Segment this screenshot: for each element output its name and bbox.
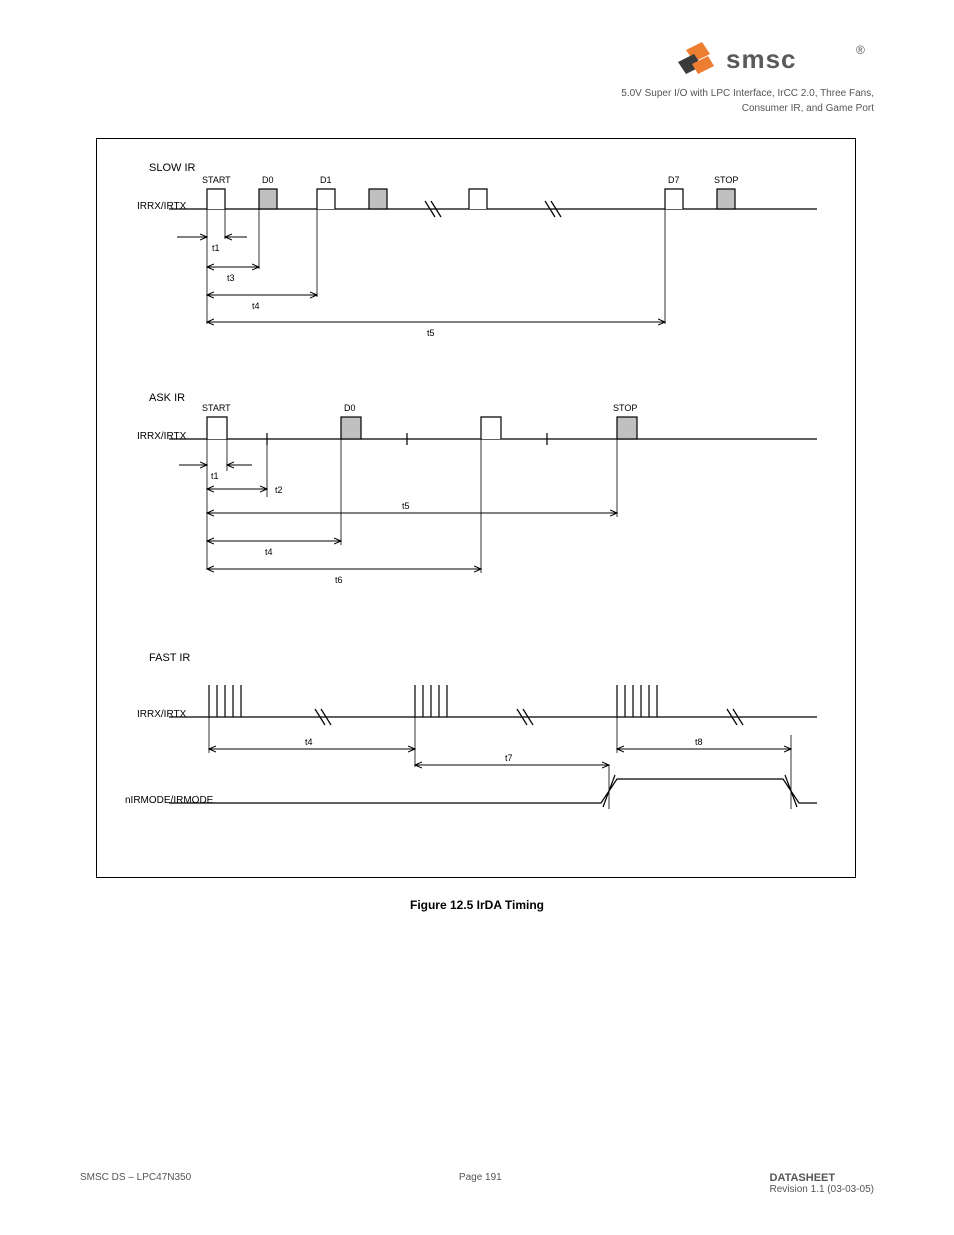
label-start-2: START xyxy=(202,403,231,413)
footer-left: SMSC DS – LPC47N350 xyxy=(80,1172,191,1195)
header-right: smsc ® 5.0V Super I/O with LPC Interface… xyxy=(621,40,874,114)
fast-ir-signal-label: IRRX/IRTX xyxy=(137,709,187,720)
header-text-2: Consumer IR, and Game Port xyxy=(742,103,874,114)
header-text-1: 5.0V Super I/O with LPC Interface, IrCC … xyxy=(621,88,874,99)
label-d0-1: D0 xyxy=(262,175,274,185)
t6-label: t6 xyxy=(335,575,343,585)
figure-box: SLOW IR IRRX/IRTX xyxy=(96,138,856,878)
fast-ir-section: FAST IR IRRX/IRTX nIRMODE/IRMODE xyxy=(125,652,817,809)
smsc-logo: smsc ® xyxy=(674,40,874,84)
slow-ir-signal-label: IRRX/IRTX xyxy=(137,201,187,212)
ask-ir-waveform xyxy=(169,417,817,445)
irmode-label: nIRMODE/IRMODE xyxy=(125,795,214,806)
ask-ir-title: ASK IR xyxy=(149,392,185,404)
logo-reg: ® xyxy=(856,43,865,57)
label-d7-1: D7 xyxy=(668,175,680,185)
t1-label-1: t1 xyxy=(212,243,220,253)
t5-label-1: t5 xyxy=(427,328,435,338)
t1-label-2: t1 xyxy=(211,471,219,481)
slow-ir-waveform xyxy=(169,189,817,217)
page-footer: SMSC DS – LPC47N350 Page 191 DATASHEET R… xyxy=(80,1172,874,1195)
ask-ir-section: ASK IR IRRX/IRTX xyxy=(137,392,817,585)
t7-label: t7 xyxy=(505,753,513,763)
fast-ir-title: FAST IR xyxy=(149,652,190,664)
t3-label: t3 xyxy=(227,273,235,283)
footer-right: DATASHEET Revision 1.1 (03-03-05) xyxy=(770,1172,875,1195)
footer-right-bottom: Revision 1.1 (03-03-05) xyxy=(770,1184,875,1195)
footer-center: Page 191 xyxy=(459,1172,502,1195)
logo-text: smsc xyxy=(726,44,797,74)
slow-ir-title: SLOW IR xyxy=(149,162,196,174)
irmode-waveform xyxy=(169,775,817,807)
timing-diagram: SLOW IR IRRX/IRTX xyxy=(97,139,857,879)
label-d1-1: D1 xyxy=(320,175,332,185)
t5-label-2: t5 xyxy=(402,501,410,511)
figure-caption: Figure 12.5 IrDA Timing xyxy=(0,898,954,912)
t4-label-1: t4 xyxy=(252,301,260,311)
label-stop-2: STOP xyxy=(613,403,637,413)
slow-ir-section: SLOW IR IRRX/IRTX xyxy=(137,162,817,338)
footer-right-top: DATASHEET xyxy=(770,1172,875,1184)
label-d0-2: D0 xyxy=(344,403,356,413)
ask-ir-signal-label: IRRX/IRTX xyxy=(137,431,187,442)
label-start-1: START xyxy=(202,175,231,185)
t4-label-3: t4 xyxy=(305,737,313,747)
page: smsc ® 5.0V Super I/O with LPC Interface… xyxy=(0,0,954,1235)
fast-ir-waveform xyxy=(169,685,817,725)
t4-label-2: t4 xyxy=(265,547,273,557)
t2-label: t2 xyxy=(275,485,283,495)
page-header: smsc ® 5.0V Super I/O with LPC Interface… xyxy=(80,40,874,114)
t8-label: t8 xyxy=(695,737,703,747)
label-stop-1: STOP xyxy=(714,175,738,185)
